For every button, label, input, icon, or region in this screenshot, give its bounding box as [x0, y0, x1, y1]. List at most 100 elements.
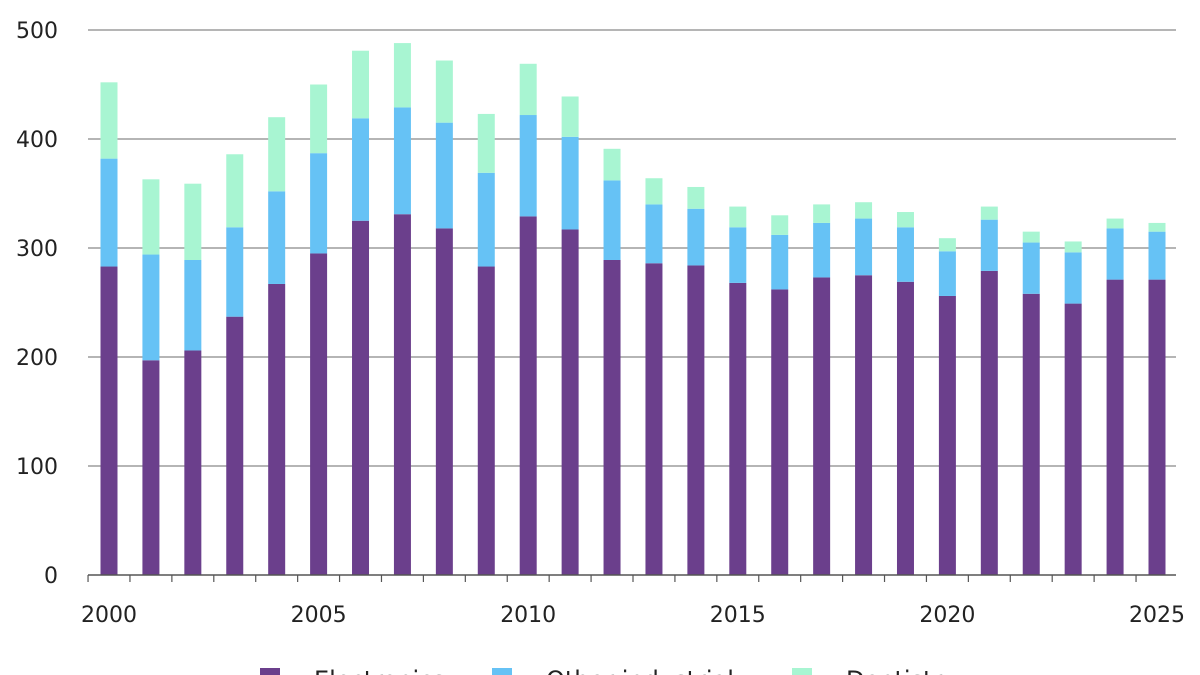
bar-segment-dentistry-2024: [1106, 218, 1124, 229]
bar-segment-dentistry-2021: [980, 206, 998, 220]
bar-segment-dentistry-2007: [393, 43, 411, 108]
bar-stack-2009: [477, 113, 495, 575]
y-tick-label: 0: [44, 564, 58, 589]
legend-item-dentistry: Dentistry: [792, 666, 957, 675]
bar-segment-electronics-2002: [184, 350, 202, 575]
bar-segment-other-industrial-2012: [603, 180, 621, 260]
bar-segment-other-industrial-2001: [142, 254, 160, 361]
bar-segment-electronics-2003: [226, 316, 244, 575]
bar-stack-2019: [896, 212, 914, 575]
y-tick-label: 500: [16, 19, 58, 44]
bar-segment-electronics-2001: [142, 360, 160, 575]
bar-stack-2002: [184, 183, 202, 575]
bar-segment-other-industrial-2008: [435, 122, 453, 229]
bar-stack-2025: [1148, 222, 1166, 575]
bar-segment-other-industrial-2010: [519, 115, 537, 217]
bar-segment-electronics-2005: [310, 253, 328, 575]
bar-segment-other-industrial-2002: [184, 259, 202, 351]
bar-segment-electronics-2024: [1106, 279, 1124, 575]
bar-stack-2005: [310, 84, 328, 575]
bar-stack-2003: [226, 154, 244, 575]
bar-stack-2016: [771, 215, 789, 575]
bar-segment-electronics-2022: [1022, 293, 1040, 575]
bar-segment-dentistry-2003: [226, 154, 244, 228]
bar-segment-electronics-2016: [771, 289, 789, 575]
bar-stack-2014: [687, 186, 705, 575]
bar-segment-electronics-2019: [896, 281, 914, 575]
bar-segment-dentistry-2000: [100, 82, 118, 159]
bar-segment-dentistry-2010: [519, 63, 537, 116]
bar-stack-2023: [1064, 241, 1082, 575]
bar-segment-dentistry-2013: [645, 178, 663, 205]
bar-segment-other-industrial-2018: [855, 218, 873, 276]
bar-segment-electronics-2018: [855, 275, 873, 575]
legend-swatch: [792, 668, 812, 675]
bar-segment-other-industrial-2006: [352, 118, 370, 221]
bar-stack-2010: [519, 63, 537, 575]
bar-stack-2017: [813, 204, 831, 575]
bar-segment-dentistry-2012: [603, 148, 621, 181]
bar-stack-2021: [980, 206, 998, 575]
bar-segment-electronics-2006: [352, 220, 370, 575]
x-tick-label: 2025: [1129, 603, 1185, 628]
bar-segment-electronics-2021: [980, 270, 998, 575]
bar-segment-electronics-2025: [1148, 279, 1166, 575]
bar-segment-dentistry-2008: [435, 60, 453, 123]
bar-segment-dentistry-2023: [1064, 241, 1082, 253]
bar-segment-other-industrial-2015: [729, 227, 747, 283]
legend-item-other-industrial: Other industrial: [492, 666, 734, 675]
bar-segment-other-industrial-2005: [310, 153, 328, 254]
legend-item-electronics: Electronics: [260, 666, 445, 675]
bar-segment-dentistry-2020: [938, 238, 956, 252]
bar-stack-2011: [561, 96, 579, 575]
bar-segment-other-industrial-2011: [561, 136, 579, 230]
bar-segment-dentistry-2011: [561, 96, 579, 137]
bar-segment-dentistry-2001: [142, 179, 160, 255]
bar-segment-electronics-2015: [729, 282, 747, 575]
x-axis: 2000 2005 2010 2015 2020 2025: [81, 574, 1185, 628]
bar-segment-other-industrial-2020: [938, 251, 956, 296]
y-tick-label: 400: [16, 128, 58, 153]
legend-swatch: [492, 668, 512, 675]
bar-segment-electronics-2020: [938, 295, 956, 575]
bar-segment-dentistry-2015: [729, 206, 747, 228]
bar-segment-dentistry-2022: [1022, 231, 1040, 243]
bar-segment-dentistry-2002: [184, 183, 202, 260]
x-tick-label: 2020: [919, 603, 975, 628]
x-tick-label: 2015: [710, 603, 766, 628]
bar-segment-electronics-2000: [100, 266, 118, 575]
bar-stack-2004: [268, 117, 286, 575]
bar-stack-2006: [352, 50, 370, 575]
bar-stack-2001: [142, 179, 160, 575]
y-axis-tick-labels: 0 100 200 300 400 500: [16, 19, 58, 589]
bar-segment-dentistry-2014: [687, 186, 705, 209]
bar-segment-other-industrial-2016: [771, 234, 789, 290]
bar-stack-2000: [100, 82, 118, 575]
bar-segment-dentistry-2019: [896, 212, 914, 228]
y-tick-label: 100: [16, 455, 58, 480]
bar-segment-other-industrial-2013: [645, 204, 663, 264]
bar-segment-other-industrial-2022: [1022, 242, 1040, 294]
bar-segment-electronics-2014: [687, 265, 705, 575]
bar-segment-dentistry-2006: [352, 50, 370, 119]
bar-segment-electronics-2017: [813, 277, 831, 575]
bar-segment-electronics-2013: [645, 263, 663, 575]
bar-segment-electronics-2008: [435, 228, 453, 575]
bar-segment-other-industrial-2021: [980, 219, 998, 271]
bar-segment-dentistry-2004: [268, 117, 286, 192]
legend-label: Electronics: [314, 666, 445, 675]
bar-segment-other-industrial-2025: [1148, 231, 1166, 280]
bar-segment-dentistry-2016: [771, 215, 789, 235]
bar-segment-other-industrial-2004: [268, 191, 286, 284]
bar-segment-dentistry-2018: [855, 202, 873, 219]
bar-segment-electronics-2012: [603, 259, 621, 575]
bar-stack-2007: [393, 43, 411, 575]
x-tick-label: 2010: [500, 603, 556, 628]
x-tick-label: 2005: [291, 603, 347, 628]
bar-segment-other-industrial-2003: [226, 227, 244, 317]
bar-segment-electronics-2010: [519, 216, 537, 575]
bar-segment-dentistry-2017: [813, 204, 831, 223]
bar-segment-dentistry-2025: [1148, 222, 1166, 232]
